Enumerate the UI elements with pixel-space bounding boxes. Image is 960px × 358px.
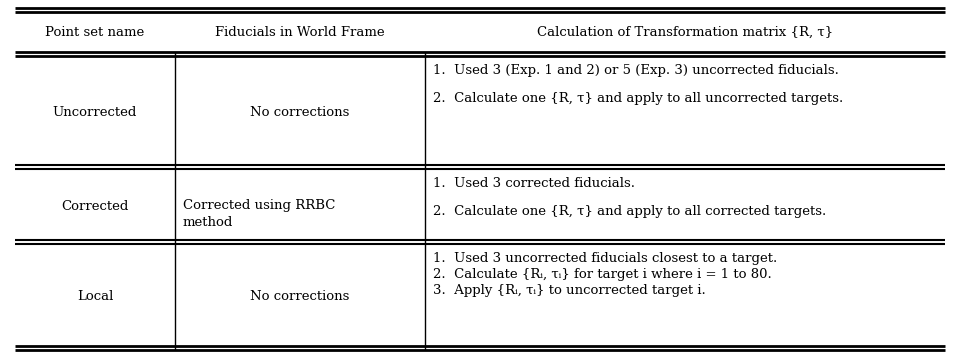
Text: No corrections: No corrections: [251, 290, 349, 304]
Text: 1.  Used 3 corrected fiducials.: 1. Used 3 corrected fiducials.: [433, 177, 635, 190]
Text: Corrected: Corrected: [61, 200, 129, 213]
Text: 3.  Apply {Rᵢ, τᵢ} to uncorrected target i.: 3. Apply {Rᵢ, τᵢ} to uncorrected target …: [433, 284, 706, 297]
Text: 2.  Calculate one {R, τ} and apply to all uncorrected targets.: 2. Calculate one {R, τ} and apply to all…: [433, 92, 843, 105]
Text: Point set name: Point set name: [45, 25, 145, 39]
Text: Local: Local: [77, 290, 113, 304]
Text: Fiducials in World Frame: Fiducials in World Frame: [215, 25, 385, 39]
Text: 1.  Used 3 (Exp. 1 and 2) or 5 (Exp. 3) uncorrected fiducials.: 1. Used 3 (Exp. 1 and 2) or 5 (Exp. 3) u…: [433, 64, 839, 77]
Text: method: method: [183, 217, 233, 229]
Text: 2.  Calculate {Rᵢ, τᵢ} for target i where i = 1 to 80.: 2. Calculate {Rᵢ, τᵢ} for target i where…: [433, 268, 772, 281]
Text: Uncorrected: Uncorrected: [53, 106, 137, 119]
Text: Corrected using RRBC: Corrected using RRBC: [183, 198, 335, 212]
Text: 2.  Calculate one {R, τ} and apply to all corrected targets.: 2. Calculate one {R, τ} and apply to all…: [433, 205, 827, 218]
Text: Calculation of Transformation matrix {R, τ}: Calculation of Transformation matrix {R,…: [537, 25, 833, 39]
Text: 1.  Used 3 uncorrected fiducials closest to a target.: 1. Used 3 uncorrected fiducials closest …: [433, 252, 778, 265]
Text: No corrections: No corrections: [251, 106, 349, 119]
